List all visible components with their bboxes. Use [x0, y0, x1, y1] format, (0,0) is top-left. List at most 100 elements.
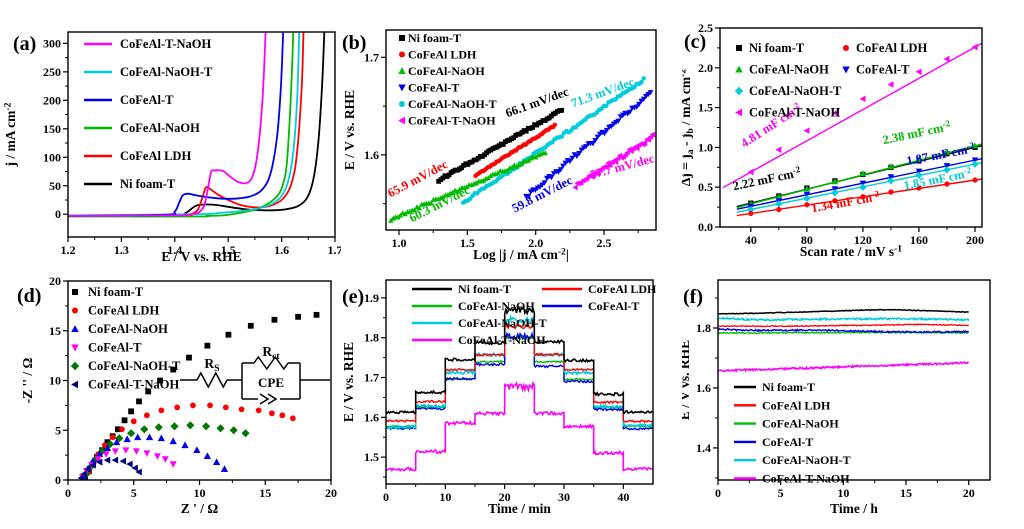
svg-text:CoFeAl-NaOH: CoFeAl-NaOH	[762, 417, 839, 431]
panel-letter: (e)	[342, 286, 364, 308]
series-Ni foam-T	[718, 308, 969, 315]
svg-text:Ni foam-T: Ni foam-T	[762, 380, 815, 394]
svg-text:Ni foam-T: Ni foam-T	[88, 285, 144, 299]
svg-text:20: 20	[499, 490, 511, 504]
legend: CoFeAl-T-NaOH CoFeAl-NaOH-T CoFeAl-T CoFeAl…	[84, 37, 213, 191]
legend-item-CoFeAl LDH: CoFeAl LDH	[72, 304, 159, 318]
series-CoFeAl-NaOH-T	[68, 32, 301, 217]
svg-text:1.6: 1.6	[364, 410, 379, 424]
svg-text:CoFeAl-T-NaOH: CoFeAl-T-NaOH	[458, 333, 546, 347]
legend-item-CoFeAl-NaOH: CoFeAl-NaOH	[84, 121, 200, 135]
svg-text:1.5: 1.5	[221, 243, 236, 257]
y-axis-label: -Z '' / Ω	[20, 357, 35, 403]
legend-item-CoFeAl-NaOH: CoFeAl-NaOH	[412, 299, 535, 313]
svg-text:CoFeAl-NaOH-T: CoFeAl-NaOH-T	[458, 316, 547, 330]
axes: 1.0 1.5 2.0 2.5 1.6 1.7 Log |j / mA cm-2| E / V…	[342, 29, 657, 262]
series-CoFeAl-NaOH-T	[718, 316, 970, 322]
svg-text:Ni foam-T: Ni foam-T	[408, 31, 461, 45]
x-axis-label: Time / min	[488, 501, 551, 516]
series-Ni foam-T	[436, 107, 565, 184]
svg-text:1.6: 1.6	[696, 381, 711, 395]
svg-text:CoFeAl-T: CoFeAl-T	[120, 93, 174, 107]
plot-series-area	[386, 305, 653, 472]
svg-text:1.8: 1.8	[696, 321, 711, 335]
svg-text:Ni foam-T: Ni foam-T	[749, 41, 805, 55]
svg-text:CoFeAl-T-NaOH: CoFeAl-T-NaOH	[749, 106, 840, 120]
svg-text:40: 40	[745, 233, 757, 247]
legend-item-CoFeAl-T-NaOH: CoFeAl-T-NaOH	[735, 106, 840, 120]
series-CoFeAl LDH	[68, 32, 305, 217]
legend-item-CoFeAl LDH: CoFeAl LDH	[399, 48, 477, 62]
panel-letter: (d)	[17, 285, 41, 307]
legend: Ni foam-T CoFeAl LDH CoFeAl-NaOH CoFeAl-T Co…	[70, 285, 181, 392]
series-CoFeAl-NaOH-T	[460, 76, 646, 205]
series-CoFeAl-NaOH	[80, 433, 229, 479]
series-CoFeAl-NaOH	[736, 142, 982, 209]
panel-f-chart: 0 5 10 15 20 1.4 1.6 1.8 Time / h E / V vs. RHE (f…	[682, 279, 991, 516]
legend-item-CoFeAl LDH: CoFeAl LDH	[84, 149, 191, 163]
svg-text:CoFeAl-T: CoFeAl-T	[588, 299, 639, 313]
panel-a-chart: 1.2 1.3 1.4 1.5 1.6 1.7 0 50 100 150 200 250 300 E / …	[3, 31, 341, 264]
legend-item-Ni foam-T: Ni foam-T	[412, 282, 511, 296]
panel-a-lsv: 1.2 1.3 1.4 1.5 1.6 1.7 0 50 100 150 200 250 300 E / …	[0, 0, 341, 265]
svg-text:1.5: 1.5	[364, 450, 379, 464]
legend-item-CoFeAl-T: CoFeAl-T	[84, 93, 174, 107]
svg-text:5: 5	[131, 486, 137, 500]
svg-text:300: 300	[43, 36, 61, 50]
panel-letter: (b)	[342, 32, 366, 54]
svg-text:0.5: 0.5	[698, 180, 713, 194]
svg-text:1.3: 1.3	[114, 243, 129, 257]
panel-e-chronopotentiometry: 0 10 20 30 40 1.5 1.6 1.7 1.8 1.9 Time / min E / V …	[341, 265, 682, 529]
y-axis-label: E / V vs. RHE	[682, 340, 692, 420]
svg-text:2.5: 2.5	[597, 236, 612, 250]
svg-text:20: 20	[963, 486, 975, 500]
svg-text:CPE: CPE	[258, 375, 284, 390]
equivalent-circuit-inset: RS Rct CPE	[180, 344, 330, 405]
svg-text:1.4: 1.4	[696, 441, 711, 455]
legend-item-CoFeAl LDH: CoFeAl LDH	[542, 282, 657, 296]
svg-text:1.5: 1.5	[460, 236, 475, 250]
legend: Ni foam-T CoFeAl LDH CoFeAl-NaOH CoFeAl-T Co…	[412, 282, 657, 347]
legend-item-Ni foam-T: Ni foam-T	[736, 41, 805, 55]
svg-text:1.6: 1.6	[274, 243, 289, 257]
svg-text:CoFeAl-NaOH: CoFeAl-NaOH	[458, 299, 535, 313]
svg-text:1.5: 1.5	[698, 101, 713, 115]
legend-item-CoFeAl-NaOH: CoFeAl-NaOH	[734, 417, 839, 431]
svg-text:0: 0	[55, 473, 61, 487]
svg-text:CoFeAl-T-NaOH: CoFeAl-T-NaOH	[88, 378, 179, 392]
legend: Ni foam-T CoFeAl LDH CoFeAl-NaOH CoFeAl-T Co…	[734, 380, 851, 486]
svg-text:1.0: 1.0	[391, 236, 406, 250]
svg-text:50: 50	[49, 179, 61, 193]
plot-series-area	[77, 311, 320, 480]
slope-annotation: 1.85 mF cm-2	[902, 165, 973, 193]
svg-text:CoFeAl-T-NaOH: CoFeAl-T-NaOH	[762, 472, 850, 486]
svg-text:15: 15	[259, 486, 271, 500]
svg-text:200: 200	[43, 93, 61, 107]
series-CoFeAl-T	[386, 331, 653, 431]
legend-item-Ni foam-T: Ni foam-T	[84, 177, 176, 191]
svg-text:10: 10	[49, 374, 61, 388]
svg-text:CoFeAl LDH: CoFeAl LDH	[588, 282, 657, 296]
svg-text:80: 80	[801, 233, 813, 247]
svg-text:40: 40	[617, 490, 629, 504]
svg-text:CoFeAl LDH: CoFeAl LDH	[856, 41, 927, 55]
svg-text:1.4: 1.4	[167, 243, 182, 257]
svg-text:Rct: Rct	[262, 344, 280, 362]
legend-item-CoFeAl-T: CoFeAl-T	[542, 299, 639, 313]
legend: Ni foam-T CoFeAl LDH CoFeAl-NaOH CoFeAl-T Co…	[734, 41, 927, 120]
legend-item-CoFeAl LDH: CoFeAl LDH	[843, 41, 927, 55]
svg-text:150: 150	[43, 122, 61, 136]
svg-text:CoFeAl-T-NaOH: CoFeAl-T-NaOH	[408, 114, 496, 128]
svg-text:CoFeAl-NaOH: CoFeAl-NaOH	[88, 322, 168, 336]
svg-text:15: 15	[49, 324, 61, 338]
legend-item-CoFeAl-T-NaOH: CoFeAl-T-NaOH	[398, 114, 496, 128]
panel-b-chart: 1.0 1.5 2.0 2.5 1.6 1.7 Log |j / mA cm-2| E / V…	[342, 29, 657, 262]
legend-item-Ni foam-T: Ni foam-T	[72, 285, 144, 299]
legend-item-CoFeAl-T-NaOH: CoFeAl-T-NaOH	[84, 37, 211, 51]
legend-item-CoFeAl-T-NaOH: CoFeAl-T-NaOH	[412, 333, 546, 347]
series-CoFeAl-NaOH	[68, 32, 295, 218]
svg-text:20: 20	[325, 486, 337, 500]
svg-text:CoFeAl-T-NaOH: CoFeAl-T-NaOH	[120, 37, 211, 51]
plot-series-area	[718, 308, 970, 373]
